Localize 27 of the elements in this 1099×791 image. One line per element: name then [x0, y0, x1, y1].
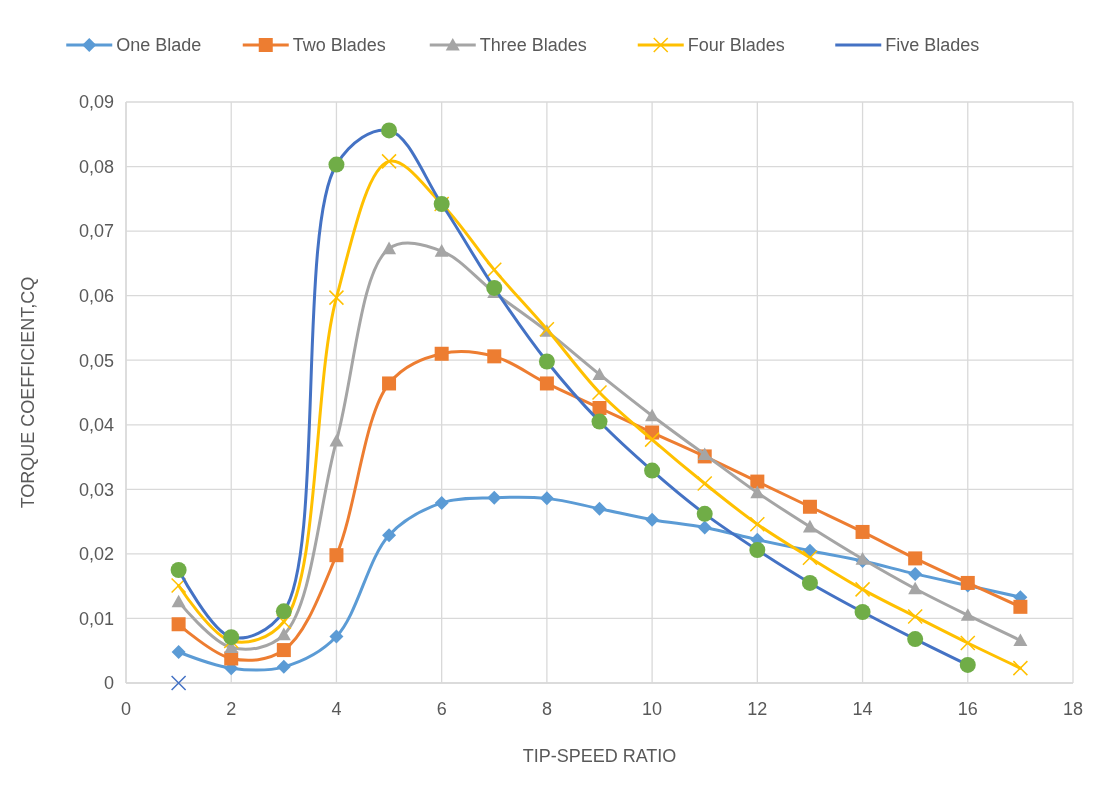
- legend-label: Three Blades: [479, 35, 587, 56]
- legend-label: One Blade: [116, 35, 202, 56]
- y-tick-label: 0,01: [78, 608, 114, 629]
- x-tick-label: 14: [852, 699, 873, 719]
- y-tick-label: 0,07: [78, 221, 114, 242]
- legend-label: Five Blades: [885, 35, 980, 56]
- y-tick-label: 0: [103, 673, 114, 694]
- x-tick-label: 18: [1062, 699, 1084, 719]
- x-tick-label: 16: [957, 699, 978, 719]
- y-axis-title: TORQUE COEFFICIENT,CQ: [18, 276, 38, 509]
- y-tick-label: 0,04: [78, 415, 114, 436]
- x-axis-title: TIP-SPEED RATIO: [522, 746, 677, 766]
- x-tick-label: 0: [120, 699, 132, 719]
- y-tick-label: 0,09: [78, 92, 114, 113]
- x-tick-label: 2: [226, 699, 237, 719]
- y-tick-label: 0,05: [78, 350, 114, 371]
- legend-label: Two Blades: [292, 35, 386, 56]
- y-tick-label: 0,08: [78, 156, 114, 177]
- y-tick-label: 0,06: [78, 285, 114, 306]
- x-tick-label: 6: [436, 699, 447, 719]
- y-tick-label: 0,02: [78, 544, 114, 565]
- x-tick-label: 4: [331, 699, 342, 719]
- x-tick-label: 12: [747, 699, 768, 719]
- legend-label: Four Blades: [687, 35, 785, 56]
- x-tick-label: 8: [541, 699, 552, 719]
- x-tick-label: 10: [642, 699, 663, 719]
- y-tick-label: 0,03: [78, 479, 114, 500]
